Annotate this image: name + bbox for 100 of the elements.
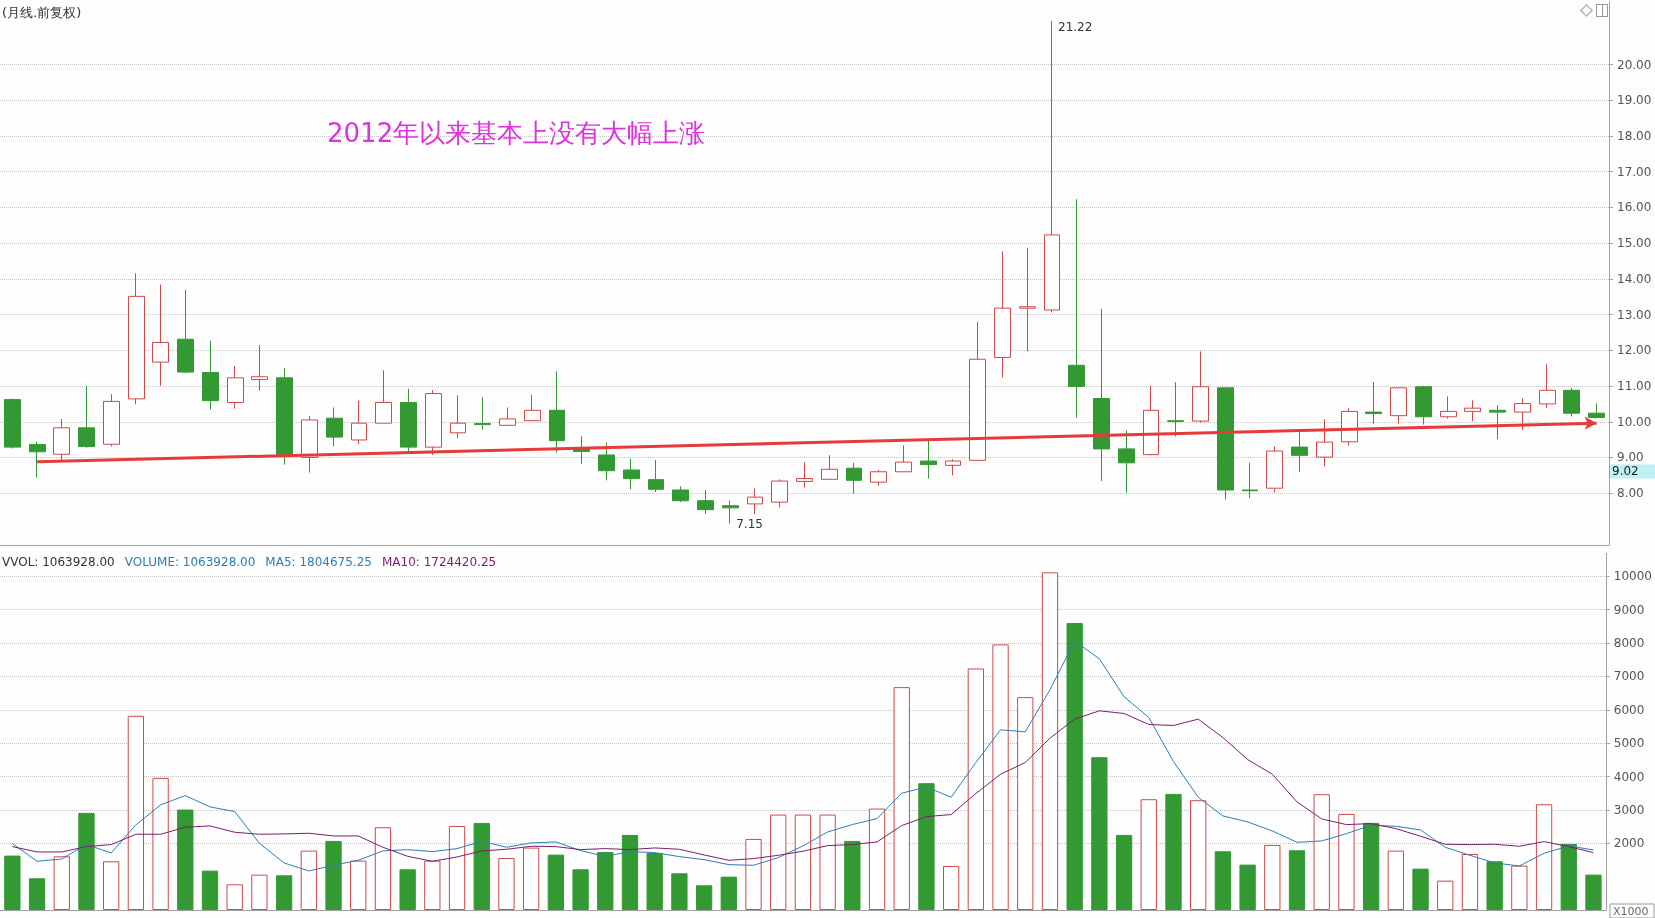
bar <box>1264 844 1281 910</box>
y-tick-label: 4000 <box>1613 769 1645 784</box>
bar <box>1115 834 1133 910</box>
bar <box>1362 822 1380 910</box>
y-tick-label: 15.00 <box>1617 236 1652 251</box>
bar <box>1140 799 1157 910</box>
text: X1000 <box>1613 904 1649 918</box>
candlestick <box>648 459 664 493</box>
candlestick <box>425 389 442 456</box>
candlestick <box>1143 385 1159 456</box>
bar <box>844 840 861 910</box>
candlestick <box>1167 381 1184 437</box>
bar <box>275 875 293 910</box>
candlestick <box>202 340 219 411</box>
candlestick <box>326 406 343 447</box>
bar <box>1313 794 1330 910</box>
candlestick <box>29 441 46 478</box>
bar <box>745 838 762 910</box>
annotation: MA5: 1804675.25 <box>265 555 372 569</box>
annotation: VOLUME: 1063928.00 <box>124 555 256 569</box>
bar <box>103 861 120 910</box>
y-tick-label: 16.00 <box>1617 200 1652 215</box>
bar <box>325 840 342 910</box>
candlestick <box>994 250 1011 378</box>
candlestick <box>152 284 169 387</box>
candlestick <box>1514 397 1531 431</box>
bar <box>1412 868 1429 910</box>
bar <box>572 869 589 910</box>
candlestick <box>1266 445 1283 493</box>
candlestick <box>1563 387 1580 417</box>
candlestick <box>1093 308 1110 482</box>
candlestick <box>1192 350 1209 424</box>
bar <box>1511 865 1528 910</box>
bar <box>918 783 935 910</box>
candlestick <box>177 289 194 374</box>
bar <box>473 822 490 910</box>
bar <box>78 812 95 910</box>
candlestick <box>1068 198 1085 419</box>
y-tick-label: 11.00 <box>1617 379 1652 394</box>
bar <box>1091 757 1108 910</box>
bar <box>1066 623 1083 910</box>
bar <box>1585 874 1602 910</box>
candlestick <box>1390 386 1407 425</box>
candlestick <box>1588 403 1605 418</box>
bar <box>4 855 21 910</box>
candlestick <box>53 418 70 462</box>
candlestick <box>672 485 689 503</box>
bar <box>1017 697 1034 910</box>
bar <box>819 814 836 910</box>
bar <box>1041 572 1059 910</box>
bar <box>127 715 145 910</box>
y-tick-label: 8.00 <box>1617 486 1644 501</box>
candlestick <box>1118 429 1135 494</box>
candlestick <box>128 272 145 405</box>
candlestick <box>400 388 417 453</box>
y-tick-label: 10.00 <box>1617 414 1652 429</box>
candlestick <box>598 442 615 481</box>
bar <box>177 809 194 910</box>
line-series <box>11 640 1594 872</box>
y-tick-label: 8000 <box>1613 636 1645 651</box>
candlestick <box>103 393 120 447</box>
bar <box>1239 864 1256 910</box>
annotation: 21.22 <box>1058 19 1093 34</box>
bar <box>251 874 268 910</box>
bar <box>967 668 984 910</box>
bar <box>399 869 416 910</box>
bar <box>1387 850 1404 910</box>
annotation: VVOL: 1063928.00 <box>2 555 115 569</box>
candlestick <box>969 321 986 461</box>
candlestick <box>747 488 763 515</box>
y-tick-label: 7000 <box>1613 669 1645 684</box>
annotation: MA10: 1724420.25 <box>381 555 497 569</box>
candlestick <box>1539 363 1556 409</box>
y-tick-label: 13.00 <box>1617 307 1652 322</box>
candlestick <box>697 489 714 515</box>
annotation: 7.15 <box>736 516 763 531</box>
candlestick <box>78 385 95 449</box>
bar <box>1535 804 1553 910</box>
candlestick <box>1365 381 1382 425</box>
bar <box>671 873 688 910</box>
candlestick <box>895 444 912 473</box>
candlestick <box>846 462 862 495</box>
bar <box>424 860 441 910</box>
bar <box>992 644 1009 910</box>
y-tick-label: 2000 <box>1613 836 1645 851</box>
candlestick <box>524 394 541 422</box>
candlestick <box>1464 399 1481 422</box>
candlestick <box>1217 387 1234 501</box>
bar <box>226 884 243 910</box>
candlestick <box>945 458 961 476</box>
candlestick <box>1489 404 1506 440</box>
candlestick <box>1415 385 1432 426</box>
y-tick-label: 6000 <box>1613 702 1645 717</box>
candlestick <box>474 396 491 431</box>
candlestick <box>549 370 565 453</box>
bar <box>1288 850 1306 910</box>
bar <box>1560 843 1577 910</box>
bar <box>1437 880 1454 910</box>
bar <box>53 856 70 910</box>
bar <box>448 825 466 910</box>
